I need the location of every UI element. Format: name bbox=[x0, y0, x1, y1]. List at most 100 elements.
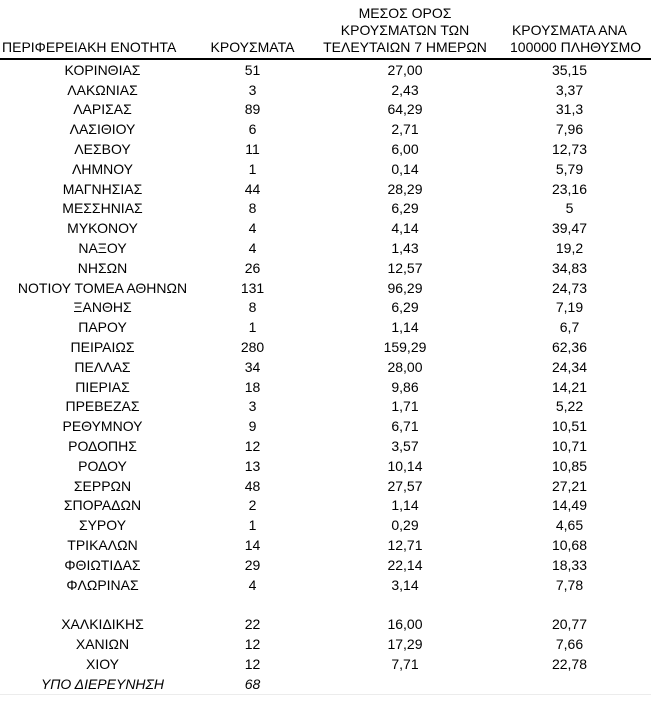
region-cell: ΜΕΣΣΗΝΙΑΣ bbox=[62, 200, 143, 217]
cases-cell: 2 bbox=[248, 497, 257, 514]
cases-cell: 89 bbox=[244, 101, 261, 118]
cases-cell: 8 bbox=[248, 299, 257, 316]
avg7-cell: 1,14 bbox=[391, 319, 419, 336]
per100k-cell: 35,15 bbox=[551, 61, 588, 78]
per100k-cell: 14,21 bbox=[551, 378, 588, 395]
cases-cell: 48 bbox=[244, 477, 261, 494]
avg7-cell: 17,29 bbox=[387, 636, 423, 652]
cases-cell: 22 bbox=[244, 616, 261, 633]
per100k-cell: 10,51 bbox=[551, 418, 588, 435]
region-cell: ΠΙΕΡΙΑΣ bbox=[75, 378, 130, 395]
table-row: ΡΟΔΟΥ 13 10,14 10,85 bbox=[0, 456, 651, 476]
per100k-cell: 19,2 bbox=[555, 240, 584, 257]
cases-cell: 68 bbox=[244, 675, 261, 692]
region-cell: ΦΛΩΡΙΝΑΣ bbox=[66, 576, 139, 593]
region-cell: ΥΠΟ ΔΙΕΡΕΥΝΗΣΗ bbox=[40, 675, 165, 692]
per100k-cell: 5 bbox=[565, 200, 574, 217]
per100k-cell: 5,22 bbox=[555, 398, 584, 415]
table-bottom-rule bbox=[0, 693, 651, 695]
per100k-cell: 7,66 bbox=[555, 636, 584, 652]
table-row: ΜΕΣΣΗΝΙΑΣ 8 6,29 5 bbox=[0, 199, 651, 219]
col-header-avg7-line2: ΚΡΟΥΣΜΑΤΩΝ ΤΩΝ bbox=[340, 22, 470, 38]
avg7-cell: 3,57 bbox=[391, 438, 419, 455]
avg7-cell: 27,57 bbox=[387, 477, 423, 494]
region-cell: ΠΑΡΟΥ bbox=[78, 319, 127, 336]
region-cell: ΝΗΣΩΝ bbox=[77, 259, 128, 276]
avg7-cell: 64,29 bbox=[387, 101, 423, 118]
avg7-cell: 22,14 bbox=[387, 556, 423, 573]
avg7-cell: 6,29 bbox=[391, 299, 419, 316]
table-row: ΡΟΔΟΠΗΣ 12 3,57 10,71 bbox=[0, 436, 651, 456]
per100k-cell: 5,79 bbox=[555, 160, 584, 177]
cases-cell: 34 bbox=[244, 358, 261, 375]
region-cell: ΚΟΡΙΝΘΙΑΣ bbox=[64, 61, 141, 78]
cases-cell: 26 bbox=[244, 259, 261, 276]
cases-cell: 6 bbox=[248, 121, 257, 138]
region-cell: ΛΗΜΝΟΥ bbox=[71, 160, 133, 177]
per100k-cell: 34,83 bbox=[551, 259, 588, 276]
region-cell: ΛΑΣΙΘΙΟΥ bbox=[69, 121, 136, 138]
avg7-cell: 28,00 bbox=[387, 358, 423, 375]
table-row: ΚΟΡΙΝΘΙΑΣ 51 27,00 35,15 bbox=[0, 60, 651, 80]
per100k-cell: 23,16 bbox=[551, 180, 588, 197]
table-row: ΝΗΣΩΝ 26 12,57 34,83 bbox=[0, 258, 651, 278]
region-cell: ΧΙΟΥ bbox=[85, 655, 119, 672]
avg7-cell: 7,71 bbox=[391, 655, 419, 672]
cases-cell: 4 bbox=[248, 220, 257, 237]
region-cell: ΛΑΡΙΣΑΣ bbox=[73, 101, 132, 118]
table-header-row: ΠΕΡΙΦΕΡΕΙΑΚΗ ΕΝΟΤΗΤΑ ΚΡΟΥΣΜΑΤΑ ΜΕΣΟΣ ΟΡΟ… bbox=[0, 0, 651, 60]
cases-cell: 12 bbox=[244, 438, 261, 455]
col-header-per100k-line2: 100000 ΠΛΗΘΥΣΜΟ bbox=[510, 39, 642, 55]
per100k-cell: 18,33 bbox=[551, 556, 588, 573]
per100k-cell: 10,85 bbox=[551, 457, 588, 474]
per100k-cell: 4,65 bbox=[555, 517, 584, 534]
cases-cell: 3 bbox=[248, 398, 257, 415]
region-cell: ΜΥΚΟΝΟΥ bbox=[67, 220, 138, 237]
per100k-cell: 27,21 bbox=[551, 477, 588, 494]
per100k-cell: 10,68 bbox=[551, 537, 588, 554]
col-header-avg7-line1: ΜΕΣΟΣ ΟΡΟΣ bbox=[358, 5, 452, 21]
per100k-cell: 31,3 bbox=[555, 101, 584, 118]
table-row: ΛΕΣΒΟΥ 11 6,00 12,73 bbox=[0, 139, 651, 159]
region-cell: ΛΑΚΩΝΙΑΣ bbox=[67, 81, 138, 98]
cases-cell: 12 bbox=[244, 655, 261, 672]
avg7-cell: 6,71 bbox=[391, 418, 419, 435]
avg7-cell: 10,14 bbox=[387, 457, 423, 474]
per100k-cell: 7,78 bbox=[555, 576, 584, 593]
cases-cell: 13 bbox=[244, 457, 261, 474]
table-row: ΜΑΓΝΗΣΙΑΣ 44 28,29 23,16 bbox=[0, 179, 651, 199]
avg7-cell: 96,29 bbox=[387, 279, 423, 296]
table-row: ΞΑΝΘΗΣ 8 6,29 7,19 bbox=[0, 298, 651, 318]
cases-cell: 4 bbox=[248, 240, 257, 257]
avg7-cell: 6,29 bbox=[391, 200, 419, 217]
cases-cell: 1 bbox=[248, 160, 257, 177]
col-header-avg7-line3: ΤΕΛΕΥΤΑΙΩΝ 7 ΗΜΕΡΩΝ bbox=[323, 39, 487, 55]
table-row: ΜΥΚΟΝΟΥ 4 4,14 39,47 bbox=[0, 218, 651, 238]
region-cell: ΝΑΞΟΥ bbox=[78, 240, 127, 257]
per100k-cell: 20,77 bbox=[551, 616, 588, 633]
region-cell: ΡΟΔΟΥ bbox=[78, 457, 127, 474]
table-row: ΦΘΙΩΤΙΔΑΣ 29 22,14 18,33 bbox=[0, 555, 651, 575]
region-cell: ΠΕΙΡΑΙΩΣ bbox=[70, 339, 135, 356]
avg7-cell: 27,00 bbox=[387, 61, 423, 78]
cases-cell: 280 bbox=[240, 339, 265, 356]
per100k-cell: 3,37 bbox=[555, 81, 584, 98]
col-header-region: ΠΕΡΙΦΕΡΕΙΑΚΗ ΕΝΟΤΗΤΑ bbox=[2, 39, 177, 55]
table-row: ΠΡΕΒΕΖΑΣ 3 1,71 5,22 bbox=[0, 397, 651, 417]
avg7-cell: 159,29 bbox=[383, 339, 427, 356]
per100k-cell: 6,7 bbox=[559, 319, 580, 336]
avg7-cell: 2,71 bbox=[391, 121, 419, 138]
table-row: ΧΑΝΙΩΝ 12 17,29 7,66 bbox=[0, 634, 651, 654]
avg7-cell: 6,00 bbox=[391, 141, 419, 158]
table-row: ΣΕΡΡΩΝ 48 27,57 27,21 bbox=[0, 476, 651, 496]
table-row: ΣΠΟΡΑΔΩΝ 2 1,14 14,49 bbox=[0, 496, 651, 516]
table-row: ΛΑΣΙΘΙΟΥ 6 2,71 7,96 bbox=[0, 119, 651, 139]
table-row: ΥΠΟ ΔΙΕΡΕΥΝΗΣΗ 68 bbox=[0, 674, 651, 694]
table-row: ΝΟΤΙΟΥ ΤΟΜΕΑ ΑΘΗΝΩΝ 131 96,29 24,73 bbox=[0, 278, 651, 298]
cases-cell: 9 bbox=[248, 418, 257, 435]
table-row: ΦΛΩΡΙΝΑΣ 4 3,14 7,78 bbox=[0, 575, 651, 595]
cases-cell: 1 bbox=[248, 319, 257, 336]
cases-cell: 8 bbox=[248, 200, 257, 217]
cases-cell: 18 bbox=[244, 378, 261, 395]
